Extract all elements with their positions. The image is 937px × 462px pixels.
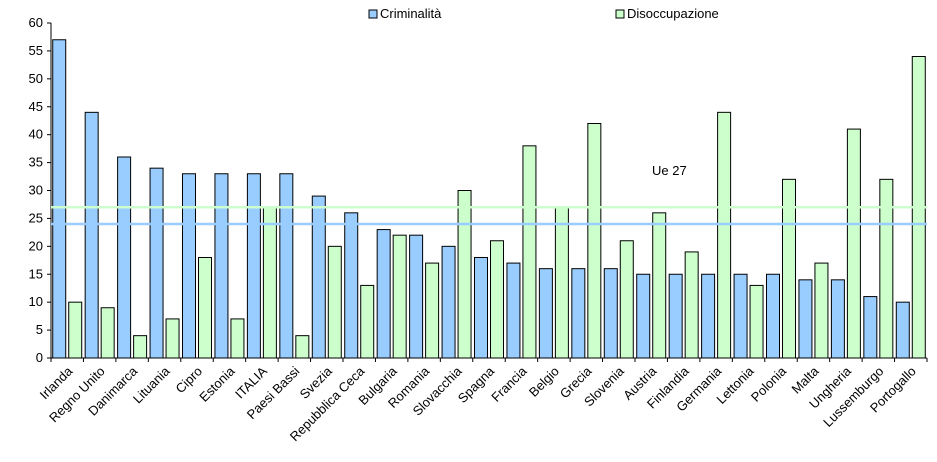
bar-disoccupazione [360,284,375,359]
bar-criminalita [409,234,424,359]
bar-criminalita [863,296,878,359]
y-tick-label: 45 [29,99,43,114]
y-tick-label: 10 [29,294,43,309]
bar-criminalita [766,273,780,359]
bar-disoccupazione [457,190,472,359]
bar-disoccupazione [652,212,667,359]
x-tick-label: Francia [488,363,530,405]
bar-criminalita [668,273,683,359]
bar-disoccupazione [425,262,440,359]
y-tick-label: 60 [29,15,43,30]
x-tick-label: Spagna [455,363,498,406]
legend-label: Criminalità [380,6,442,21]
x-tick-label: Polonia [748,363,790,405]
y-tick-label: 25 [29,210,43,225]
x-tick-label: Belgio [526,364,562,400]
bar-disoccupazione [587,123,602,359]
bar-disoccupazione [100,307,115,359]
x-tick-label: Lituania [130,363,173,406]
reference-lines [51,206,927,226]
bar-criminalita [798,279,813,359]
bar-disoccupazione [262,206,277,359]
y-tick-label: 0 [36,350,43,365]
bar-criminalita [149,167,164,359]
legend-label: Disoccupazione [627,6,719,21]
x-tick-label: Lettonia [713,363,757,407]
y-tick-label: 40 [29,127,43,142]
bar-criminalita [376,229,391,359]
bar-criminalita [701,273,716,359]
bar-disoccupazione [490,240,504,359]
bar-criminalita [571,268,586,359]
bar-disoccupazione [198,257,212,359]
bar-criminalita [279,173,294,359]
bar-disoccupazione [295,335,310,359]
bar-criminalita [474,257,488,359]
bar-criminalita [538,268,553,359]
y-tick-label: 55 [29,43,43,58]
bar-criminalita [895,301,910,359]
bar-criminalita [117,156,132,359]
bar-criminalita [603,268,618,359]
bar-disoccupazione [230,318,245,359]
bar-criminalita [52,39,67,359]
bar-disoccupazione [717,111,732,359]
bar-disoccupazione [68,301,83,359]
legend: Criminalità Disoccupazione [368,6,719,21]
bar-criminalita [830,279,845,359]
y-tick-label: 50 [29,71,43,86]
bars [52,39,926,359]
bar-criminalita [441,245,456,359]
bar-criminalita [246,173,261,359]
bar-criminalita [214,173,229,359]
bar-criminalita [182,173,196,359]
y-tick-label: 30 [29,183,43,198]
bar-disoccupazione [392,234,407,359]
bar-criminalita [506,262,521,359]
bar-criminalita [344,212,359,359]
bar-disoccupazione [846,128,861,359]
legend-swatch [615,9,625,19]
bar-disoccupazione [684,251,699,359]
bar-disoccupazione [619,240,634,359]
bar-criminalita [84,111,99,359]
bar-disoccupazione [133,335,148,359]
bar-disoccupazione [749,284,764,359]
bar-disoccupazione [554,206,569,359]
y-tick-label: 15 [29,266,43,281]
bar-criminalita [636,273,651,359]
y-tick-label: 35 [29,155,43,170]
bar-disoccupazione [165,318,180,359]
bar-disoccupazione [327,245,342,359]
y-axis: 0 5 10 15 20 25 30 35 40 45 50 55 60 [29,15,52,365]
bar-criminalita [311,195,326,359]
x-tick-label: Estonia [196,363,238,405]
y-tick-label: 5 [36,322,43,337]
bar-criminalita [733,273,748,359]
bar-disoccupazione [522,145,537,359]
y-tick-label: 20 [29,238,43,253]
ue27-annotation: Ue 27 [652,163,687,178]
bar-disoccupazione [814,262,829,359]
legend-swatch [368,9,378,19]
